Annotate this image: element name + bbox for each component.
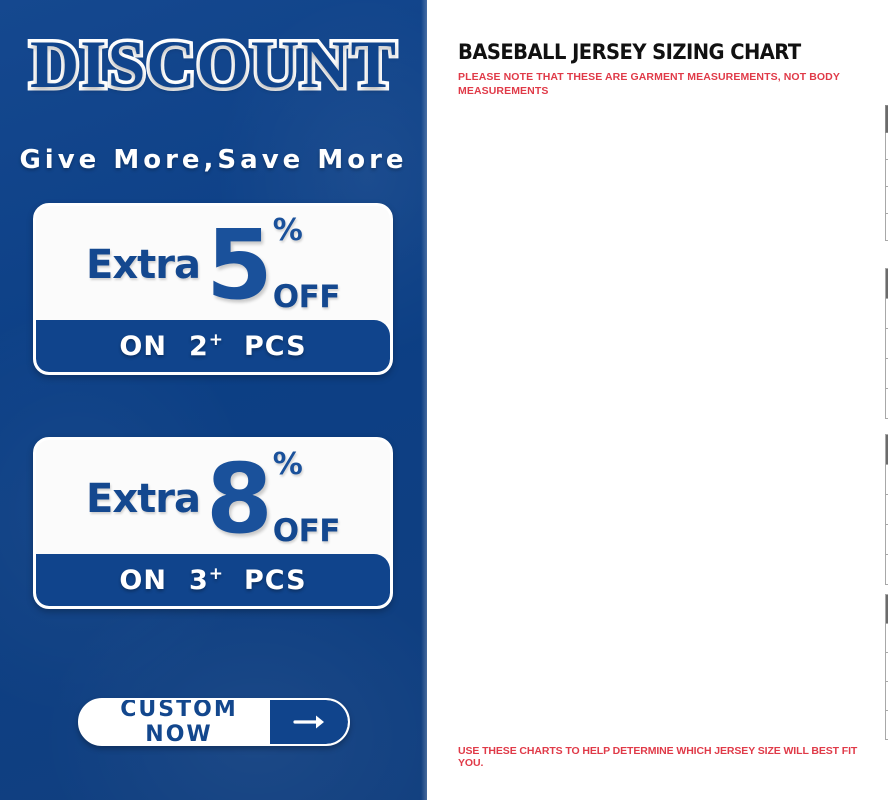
offer-pcs-label: PCS — [244, 564, 307, 596]
table-row: HIPS (IN.)333639.542.5 — [885, 554, 888, 585]
row-label: LENGTH(IN.) — [885, 213, 888, 241]
promo-tagline: Give More,Save More — [19, 145, 408, 175]
page-title: DISCOUNT — [27, 26, 400, 102]
offer-off-label: OFF — [272, 513, 341, 549]
offer-quantity: 3+ — [189, 564, 224, 596]
garment-measurement-note: PLEASE NOTE THAT THESE ARE GARMENT MEASU… — [458, 71, 840, 98]
row-label: HIPS (IN.) — [885, 710, 888, 740]
offer-percent-off-stack: % OFF — [272, 447, 341, 549]
table-row: LENGTH(IN.)30313233343536373839 — [885, 213, 888, 241]
offer-extra-label: Extra — [86, 242, 201, 288]
offer-pcs-label: PCS — [244, 330, 307, 362]
offer-percent-symbol: % — [272, 213, 303, 248]
custom-now-label: CUSTOM NOW — [120, 698, 238, 746]
offer-amount: 8 — [205, 442, 273, 555]
sizing-chart-title: BASEBALL JERSEY SIZING CHART — [458, 40, 801, 64]
sizing-chart-footer-note: USE THESE CHARTS TO HELP DETERMINE WHICH… — [458, 745, 858, 769]
offer-percent-off-stack: % OFF — [272, 213, 341, 315]
preschool-sizing-table: PRESCHOOLSMLU.S. SIZE45/67CHEST (IN.)293… — [885, 594, 888, 740]
table-row: HIPS (IN.)293132 — [885, 710, 888, 740]
boys-sizing-table: BOYSYTH SYTH MYTH LYTH XLU.S. SIZE810/12… — [885, 434, 888, 585]
offer-quantity: 2+ — [189, 330, 224, 362]
arrow-right-icon[interactable] — [270, 700, 348, 744]
offer-quantity-value: 2 — [188, 331, 209, 362]
offer-condition-bar: ON 3+ PCS — [36, 554, 390, 606]
row-label: LENGTH (IN.) — [885, 388, 888, 419]
womens-sizing-table: WOMEN'SSMLXL2XL3XL4XLAVERAGE US SIZE4-68… — [885, 268, 888, 419]
offer-extra-label: Extra — [86, 476, 201, 522]
offer-off-label: OFF — [272, 279, 341, 315]
mens-sizing-table: MEN'S AUTHENTIC JERSEYSSIZESMLXL2XL3XL4X… — [884, 105, 888, 241]
custom-now-button[interactable]: CUSTOM NOW — [78, 698, 350, 746]
mens-table-body: MEN'S AUTHENTIC JERSEYSSIZESMLXL2XL3XL4X… — [884, 105, 888, 241]
sizing-charts-panel: BASEBALL JERSEY SIZING CHART PLEASE NOTE… — [427, 0, 888, 800]
boys-table-body: BOYSYTH SYTH MYTH LYTH XLU.S. SIZE810/12… — [885, 434, 888, 585]
row-label: HIPS (IN.) — [885, 554, 888, 585]
discount-promo-panel: DISCOUNT Give More,Save More Extra 5 % O… — [0, 0, 427, 800]
offer-headline: Extra 5 % OFF — [36, 206, 390, 324]
offer-card-5-percent[interactable]: Extra 5 % OFF ON 2+ PCS — [33, 203, 393, 375]
offer-headline: Extra 8 % OFF — [36, 440, 390, 558]
offer-on-label: ON — [119, 330, 167, 362]
offer-condition-bar: ON 2+ PCS — [36, 320, 390, 372]
womens-table-body: WOMEN'SSMLXL2XL3XL4XLAVERAGE US SIZE4-68… — [885, 268, 888, 419]
offer-on-label: ON — [119, 564, 167, 596]
offer-quantity-value: 3 — [188, 565, 209, 596]
offer-quantity-plus: + — [208, 564, 225, 584]
offer-quantity-plus: + — [208, 330, 225, 350]
preschool-table-body: PRESCHOOLSMLU.S. SIZE45/67CHEST (IN.)293… — [885, 594, 888, 740]
offer-amount: 5 — [205, 208, 273, 321]
offer-percent-symbol: % — [272, 447, 303, 482]
offer-card-8-percent[interactable]: Extra 8 % OFF ON 3+ PCS — [33, 437, 393, 609]
table-row: LENGTH (IN.)2727.52828.52929.530 — [885, 388, 888, 419]
